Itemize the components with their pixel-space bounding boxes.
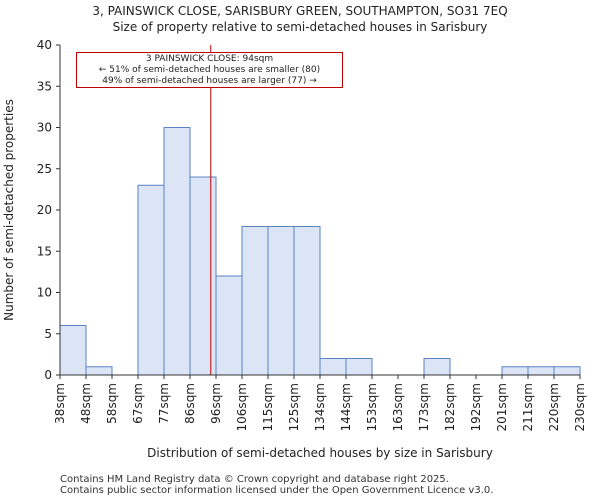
y-tick-label: 15 xyxy=(37,244,52,258)
x-tick-label: 86sqm xyxy=(183,383,197,424)
bar-125sqm xyxy=(293,226,321,376)
bar-86sqm xyxy=(189,176,217,376)
x-tick-label: 38sqm xyxy=(53,383,67,424)
bar-220sqm xyxy=(553,366,581,376)
bar-115sqm xyxy=(267,226,295,376)
bar-211sqm xyxy=(527,366,555,376)
bar-38sqm xyxy=(59,325,87,376)
x-tick-label: 106sqm xyxy=(235,383,249,431)
y-tick-label: 40 xyxy=(37,38,52,52)
bar-106sqm xyxy=(241,226,269,376)
chart-title-line2: Size of property relative to semi-detach… xyxy=(112,20,488,34)
y-tick-label: 35 xyxy=(37,79,52,93)
y-tick-label: 30 xyxy=(37,121,52,135)
x-tick-label: 192sqm xyxy=(469,383,483,431)
x-tick-label: 58sqm xyxy=(105,383,119,424)
y-tick-label: 5 xyxy=(44,327,52,341)
property-annotation-box: 3 PAINSWICK CLOSE: 94sqm ← 51% of semi-d… xyxy=(76,52,343,88)
bar-96sqm xyxy=(215,275,243,376)
x-tick-label: 48sqm xyxy=(79,383,93,424)
y-axis-label: Number of semi-detached properties xyxy=(2,99,16,321)
bar-173sqm xyxy=(423,358,451,376)
bar-67sqm xyxy=(137,184,165,376)
x-tick-label: 201sqm xyxy=(495,383,509,431)
x-tick-label: 153sqm xyxy=(365,383,379,431)
bar-144sqm xyxy=(345,358,373,376)
annotation-line2: ← 51% of semi-detached houses are smalle… xyxy=(98,65,321,75)
y-tick-label: 25 xyxy=(37,162,52,176)
x-tick-label: 77sqm xyxy=(157,383,171,424)
y-tick-label: 10 xyxy=(37,286,52,300)
annotation-line1: 3 PAINSWICK CLOSE: 94sqm xyxy=(145,54,274,64)
x-axis-label: Distribution of semi-detached houses by … xyxy=(147,446,493,460)
x-tick-label: 125sqm xyxy=(287,383,301,431)
y-tick-label: 0 xyxy=(44,368,52,382)
x-tick-label: 96sqm xyxy=(209,383,223,424)
footer-line2: Contains public sector information licen… xyxy=(60,485,494,496)
y-tick-label: 20 xyxy=(37,203,52,217)
x-tick-label: 173sqm xyxy=(417,383,431,431)
footer-line1: Contains HM Land Registry data © Crown c… xyxy=(60,474,449,485)
bar-134sqm xyxy=(319,358,347,376)
x-tick-label: 182sqm xyxy=(443,383,457,431)
bar-201sqm xyxy=(501,366,529,376)
x-tick-label: 230sqm xyxy=(573,383,587,431)
bar-77sqm xyxy=(163,127,191,376)
chart-title-line1: 3, PAINSWICK CLOSE, SARISBURY GREEN, SOU… xyxy=(92,4,508,18)
x-tick-label: 144sqm xyxy=(339,383,353,431)
x-tick-label: 163sqm xyxy=(391,383,405,431)
x-tick-label: 134sqm xyxy=(313,383,327,431)
bar-48sqm xyxy=(85,366,113,376)
annotation-line3: 49% of semi-detached houses are larger (… xyxy=(102,76,317,86)
x-tick-label: 115sqm xyxy=(261,383,275,431)
x-tick-label: 67sqm xyxy=(131,383,145,424)
x-tick-label: 220sqm xyxy=(547,383,561,431)
x-tick-label: 211sqm xyxy=(521,383,535,431)
